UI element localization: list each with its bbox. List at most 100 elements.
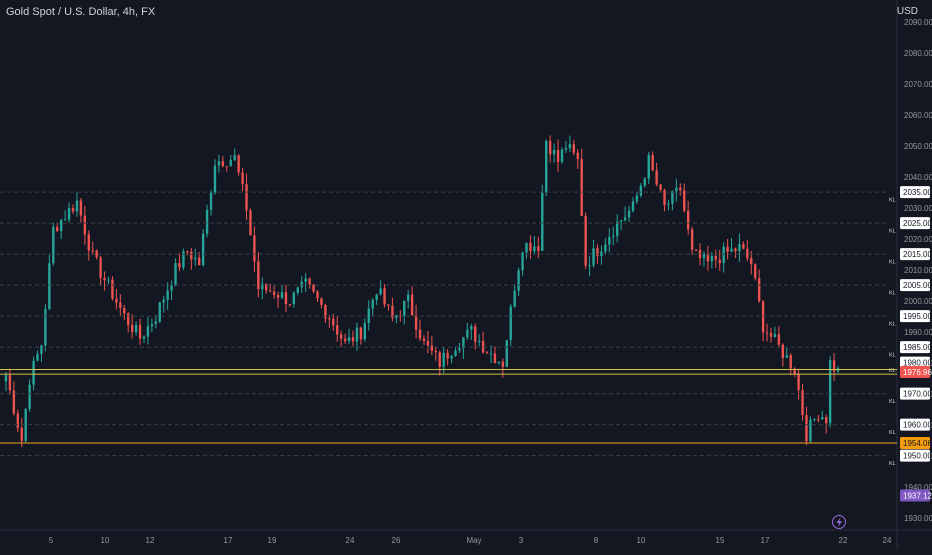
level-label-box: [900, 356, 930, 369]
candle-up: [513, 290, 516, 307]
candle-down: [683, 190, 686, 211]
candle-up: [379, 288, 382, 295]
kl-level-label-box: [900, 217, 930, 230]
kl-level-label-box: [900, 186, 930, 199]
price-tick-label: 2080.00: [904, 49, 932, 58]
candle-up: [52, 226, 55, 264]
candle-down: [769, 332, 773, 337]
candle-up: [166, 290, 169, 300]
time-tick-label: 5: [49, 536, 54, 545]
candle-down: [832, 360, 836, 372]
kl-level-label: 2035.00: [903, 188, 932, 197]
candle-down: [332, 318, 335, 326]
kl-level-label-box: [900, 248, 930, 261]
kl-level-label: 1960.00: [903, 421, 932, 430]
candle-up: [24, 409, 27, 441]
candle-up: [785, 355, 788, 358]
candle-down: [328, 318, 331, 320]
candle-down: [474, 326, 477, 342]
candle-down: [265, 283, 268, 291]
kl-level-label: 2005.00: [903, 281, 932, 290]
candle-down: [12, 390, 16, 414]
orange-level-label-box: [900, 437, 930, 450]
candle-up: [403, 300, 406, 316]
candle-down: [351, 337, 355, 342]
candle-down: [501, 361, 505, 367]
time-axis[interactable]: 5 10 12 17 19 24 26 May 3 8 10 15 17 22 24: [49, 536, 892, 545]
candle-down: [91, 250, 94, 252]
candle-up: [470, 326, 473, 330]
candle-up: [600, 251, 603, 256]
candle-down: [245, 184, 248, 211]
candle-up: [702, 253, 706, 259]
candle-up: [355, 327, 359, 342]
time-tick-label: 17: [761, 536, 770, 545]
candle-down: [572, 144, 576, 153]
candle-up: [616, 221, 619, 236]
time-tick-label: 19: [268, 536, 277, 545]
candle-up: [280, 292, 284, 298]
price-tick-label: 1940.00: [904, 483, 932, 492]
candle-up: [363, 322, 367, 340]
time-tick-label: 8: [594, 536, 599, 545]
candle-down: [257, 261, 260, 290]
candle-up: [4, 375, 8, 382]
kl-level-label: 1995.00: [903, 312, 932, 321]
time-tick-label: 24: [883, 536, 892, 545]
candle-up: [67, 208, 71, 220]
candle-up: [627, 210, 631, 218]
candle-down: [359, 327, 363, 340]
candle-down: [754, 264, 757, 279]
kl-level-label-box: [900, 449, 930, 462]
candle-up: [643, 178, 646, 186]
candle-down: [438, 352, 441, 367]
candle-up: [604, 244, 607, 252]
candle-down: [422, 338, 426, 341]
candle-down: [679, 187, 682, 191]
candle-down: [186, 251, 189, 253]
candle-up: [454, 350, 457, 356]
candle-up: [710, 256, 714, 262]
candle-down: [190, 251, 193, 260]
candle-down: [79, 200, 83, 216]
symbol-title: Gold Spot / U.S. Dollar, 4h, FX: [6, 6, 156, 18]
price-tick-label: 2090.00: [904, 18, 932, 27]
candle-up: [296, 287, 299, 293]
candle-up: [292, 292, 296, 305]
price-axis[interactable]: 1930.00 1940.00 1950.00 1960.00 1970.00 1980.…: [900, 18, 932, 523]
candle-up: [134, 324, 138, 333]
candle-down: [726, 246, 729, 252]
price-tick-label: 2070.00: [904, 80, 932, 89]
candle-down: [485, 352, 489, 354]
candle-down: [99, 257, 102, 278]
candle-down: [556, 149, 560, 162]
candle-up: [300, 281, 303, 288]
candle-down: [387, 304, 390, 306]
candle-down: [383, 288, 386, 305]
candle-up: [533, 246, 536, 252]
candle-down: [537, 246, 540, 251]
candle-up: [722, 246, 725, 264]
candle-down: [426, 340, 430, 346]
candle-up: [813, 419, 816, 421]
candle-up: [466, 329, 469, 338]
candle-down: [446, 352, 449, 359]
candle-up: [44, 309, 47, 346]
candle-down: [651, 154, 654, 171]
candle-down: [718, 259, 721, 264]
candle-up: [612, 235, 615, 238]
candle-down: [312, 284, 315, 292]
candle-up: [162, 299, 165, 303]
candle-up: [635, 195, 639, 202]
kl-level-label: 1970.00: [903, 390, 932, 399]
candle-down: [138, 324, 142, 339]
lightning-icon[interactable]: [832, 515, 846, 529]
candle-down: [308, 278, 311, 285]
kl-tag: KL: [889, 321, 896, 327]
candle-down: [221, 161, 225, 167]
candle-up: [489, 353, 493, 355]
candle-up: [497, 361, 501, 364]
